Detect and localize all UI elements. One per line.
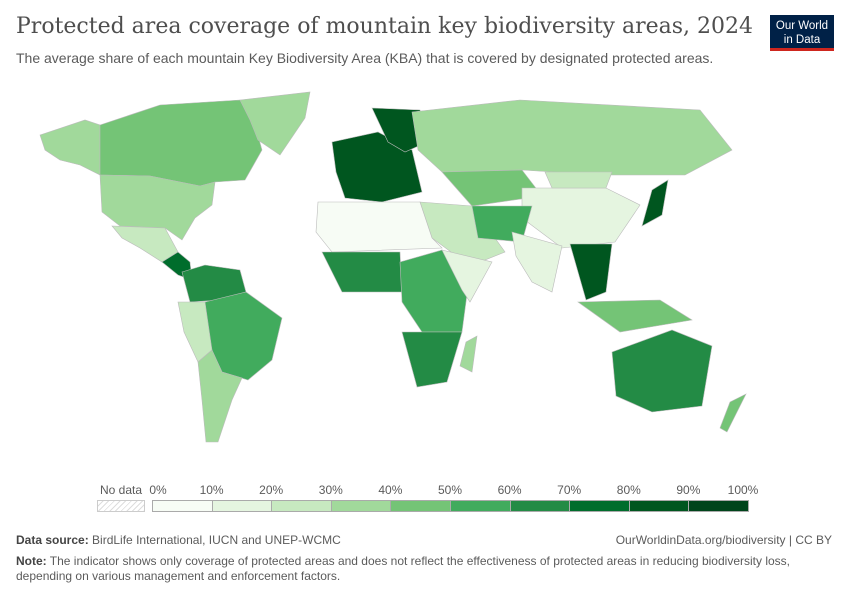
region-southern-cone[interactable] xyxy=(197,349,243,443)
logo-line-1: Our World xyxy=(775,20,829,32)
region-mongolia[interactable] xyxy=(544,171,613,189)
legend-bin[interactable] xyxy=(688,500,749,512)
legend-bin[interactable] xyxy=(569,500,630,512)
no-data-swatch xyxy=(97,500,145,512)
region-southern-africa[interactable] xyxy=(401,331,463,388)
page-title: Protected area coverage of mountain key … xyxy=(16,14,754,39)
legend-bin[interactable] xyxy=(628,500,690,512)
region-indonesia[interactable] xyxy=(577,299,693,333)
legend-tick-label: 80% xyxy=(616,483,641,497)
note: Note: The indicator shows only coverage … xyxy=(16,554,831,584)
region-russia[interactable] xyxy=(411,99,733,176)
page-subtitle: The average share of each mountain Key B… xyxy=(16,50,714,66)
source-url[interactable]: OurWorldinData.org/biodiversity | CC BY xyxy=(615,533,832,547)
region-europe[interactable] xyxy=(331,131,423,203)
data-source: Data source: BirdLife International, IUC… xyxy=(16,533,341,547)
legend-tick-label: 30% xyxy=(318,483,343,497)
legend-tick-label: 60% xyxy=(497,483,522,497)
note-text: The indicator shows only coverage of pro… xyxy=(16,554,790,583)
region-india[interactable] xyxy=(511,231,563,293)
region-southeast-asia[interactable] xyxy=(569,243,613,301)
legend-tick-label: 50% xyxy=(437,483,463,497)
region-japan[interactable] xyxy=(641,179,669,227)
legend-bin[interactable] xyxy=(330,500,392,512)
logo-line-2: in Data xyxy=(783,34,821,46)
legend-bin[interactable] xyxy=(271,500,332,512)
legend-bin[interactable] xyxy=(211,500,273,512)
note-label: Note: xyxy=(16,554,47,568)
legend-bin[interactable] xyxy=(152,500,213,512)
region-alaska[interactable] xyxy=(39,119,101,176)
legend-bin[interactable] xyxy=(509,500,571,512)
legend-bin[interactable] xyxy=(450,500,511,512)
region-new-zealand[interactable] xyxy=(719,393,747,433)
region-australia[interactable] xyxy=(611,329,713,413)
region-canada[interactable] xyxy=(99,99,263,187)
legend-bin[interactable] xyxy=(390,500,451,512)
region-north-africa[interactable] xyxy=(315,201,443,253)
world-map xyxy=(39,91,747,443)
owid-logo[interactable]: Our World in Data xyxy=(770,15,834,51)
legend-tick-label: 20% xyxy=(259,483,284,497)
legend-tick-label: 0% xyxy=(149,483,167,497)
region-greenland[interactable] xyxy=(239,91,311,156)
region-madagascar[interactable] xyxy=(459,335,478,373)
region-usa[interactable] xyxy=(99,174,216,241)
no-data-label: No data xyxy=(99,483,143,497)
source-label: Data source: xyxy=(16,533,89,547)
region-mexico[interactable] xyxy=(111,225,179,263)
region-east-africa[interactable] xyxy=(441,249,493,303)
legend-tick-label: 10% xyxy=(199,483,224,497)
legend-tick-label: 70% xyxy=(557,483,582,497)
legend-tick-label: 90% xyxy=(676,483,701,497)
region-west-africa[interactable] xyxy=(321,251,403,293)
region-china[interactable] xyxy=(521,187,641,249)
legend-tick-label: 40% xyxy=(378,483,403,497)
source-text: BirdLife International, IUCN and UNEP-WC… xyxy=(92,533,341,547)
legend-tick-label: 100% xyxy=(727,483,759,497)
